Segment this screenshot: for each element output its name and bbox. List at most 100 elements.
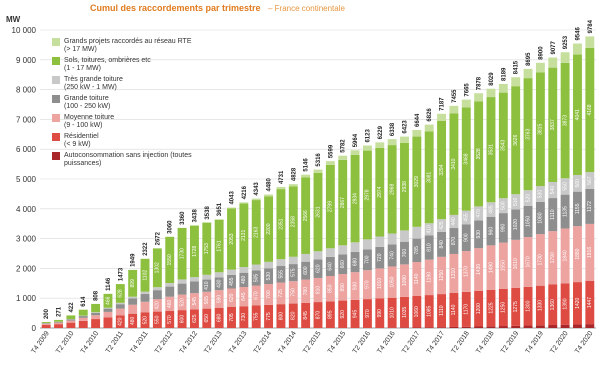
bar-segment	[461, 224, 471, 252]
legend-item: Grande toiture (100 - 250 kW)	[52, 95, 192, 111]
bar-segment	[214, 219, 224, 220]
segment-label: 930	[476, 230, 482, 239]
total-label: 8029	[489, 72, 495, 86]
legend-swatch	[52, 95, 60, 103]
bar-segment	[350, 150, 360, 155]
bar-segment	[375, 147, 385, 237]
bar-segment	[338, 300, 348, 328]
bar-segment	[486, 245, 496, 290]
bar-segment	[375, 268, 385, 299]
bar-segment	[523, 325, 533, 328]
bar-segment	[54, 321, 63, 323]
bar-segment	[548, 284, 558, 326]
segment-label: 1060	[414, 306, 420, 317]
bar-segment	[474, 206, 484, 221]
segment-label: 4041	[575, 109, 581, 120]
bar-segment	[498, 213, 508, 243]
bar-segment	[573, 43, 582, 55]
bar-segment	[202, 279, 212, 292]
bar-segment	[78, 309, 88, 316]
total-label: 1473	[118, 267, 124, 281]
segment-label: 2200	[266, 223, 272, 234]
bar-segment	[227, 207, 236, 209]
bar-segment	[251, 305, 261, 328]
bar-segment	[239, 267, 249, 273]
bar-segment	[152, 311, 162, 328]
x-tick-label: T2 2010	[55, 330, 76, 355]
bar-segment	[375, 236, 385, 247]
segment-label: 960	[488, 227, 494, 236]
bar-segment	[128, 296, 138, 299]
bar-segment	[214, 277, 224, 291]
segment-label: 3029	[414, 176, 420, 187]
segment-label: 480	[241, 275, 247, 284]
segment-label: 1753	[204, 243, 210, 254]
total-label: 6423	[402, 120, 408, 134]
bar-segment	[264, 261, 274, 269]
segment-label: 810	[427, 243, 433, 252]
segment-label: 480	[130, 316, 136, 325]
segment-label: 2053	[229, 233, 235, 244]
bar-segment	[165, 236, 175, 284]
bar-segment	[301, 174, 311, 178]
bar-segment	[301, 177, 311, 254]
bar-segment	[140, 258, 150, 292]
bar-segment	[91, 303, 101, 313]
y-tick-label: 1 000	[16, 294, 37, 303]
legend-label: Sols, toitures, ombrières etc (1 - 17 MW…	[64, 57, 151, 72]
bar-segment	[177, 310, 187, 328]
bar-segment	[424, 235, 434, 260]
bar-segment	[202, 274, 212, 280]
bar-segment	[449, 253, 459, 293]
bar-segment	[573, 226, 582, 283]
bar-segment	[486, 289, 496, 327]
segment-label: 1761	[216, 240, 222, 251]
total-label: 2672	[155, 231, 161, 245]
total-label: 3360	[180, 211, 186, 225]
segment-label: 1050	[525, 216, 531, 227]
bar-segment	[461, 326, 471, 328]
bar-segment	[338, 254, 348, 275]
bar-segment	[301, 302, 311, 328]
bar-segment	[573, 191, 582, 227]
legend-label: Grands projets raccordés au réseau RTE (…	[64, 38, 192, 53]
bar-segment	[251, 285, 261, 306]
segment-label: 1420	[575, 297, 581, 308]
segment-label: 725	[278, 289, 284, 298]
bar-segment	[350, 299, 360, 328]
segment-label: 800	[278, 312, 284, 321]
segment-label: 2358	[291, 216, 297, 227]
bar-segment	[523, 286, 533, 326]
bar-segment	[387, 145, 397, 234]
bar-segment	[152, 299, 162, 312]
segment-label: 760	[402, 249, 408, 258]
bar-segment	[128, 313, 138, 328]
total-label: 5146	[304, 158, 310, 172]
bar-segment	[560, 194, 570, 229]
segment-label: 1610	[513, 258, 519, 269]
legend-label: Grande toiture (100 - 250 kW)	[64, 95, 111, 110]
y-tick-label: 3 000	[16, 235, 37, 244]
total-label: 8415	[514, 60, 520, 74]
bar-segment	[276, 266, 286, 283]
segment-label: 1010	[377, 278, 383, 289]
bar-segment	[449, 326, 459, 328]
segment-label: 1300	[525, 300, 531, 311]
bar-segment	[523, 190, 533, 206]
bar-segment	[325, 275, 335, 302]
bar-segment	[189, 293, 199, 310]
bar-segment	[486, 202, 496, 217]
x-tick-label: T4 2010	[80, 330, 101, 355]
total-label: 6229	[378, 125, 384, 139]
bar-segment	[202, 291, 212, 309]
bar-segment	[474, 220, 484, 249]
bar-segment	[128, 269, 138, 297]
x-tick-label: T4 2009	[30, 330, 51, 355]
segment-label: 1447	[587, 297, 593, 308]
legend-swatch	[52, 133, 60, 141]
legend-label: Résidentiel (< 9 kW)	[64, 133, 99, 148]
bar-segment	[103, 317, 113, 328]
segment-label: 480	[167, 299, 173, 308]
bar-segment	[41, 323, 51, 324]
segment-label: 3528	[476, 148, 482, 159]
